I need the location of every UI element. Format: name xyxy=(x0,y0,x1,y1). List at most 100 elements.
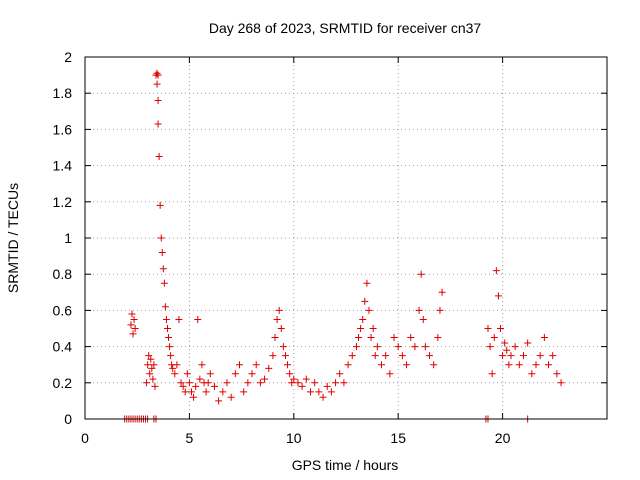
data-point xyxy=(359,315,367,323)
data-point xyxy=(171,370,179,378)
data-point xyxy=(177,379,185,387)
data-point xyxy=(130,315,138,323)
data-point xyxy=(143,379,151,387)
data-point xyxy=(355,334,363,342)
data-point xyxy=(519,352,527,360)
data-point xyxy=(196,375,204,383)
data-point xyxy=(210,382,218,390)
data-point xyxy=(179,382,187,390)
x-tick-label: 20 xyxy=(495,430,511,446)
data-point xyxy=(281,352,289,360)
data-point xyxy=(206,370,214,378)
data-point xyxy=(323,382,331,390)
data-point xyxy=(290,375,298,383)
data-point xyxy=(240,388,248,396)
data-point xyxy=(288,379,296,387)
data-point xyxy=(167,352,175,360)
data-point xyxy=(511,343,519,351)
y-tick-labels: 0 0.2 0.4 0.6 0.8 1 1.2 1.4 1.6 1.8 2 xyxy=(53,49,73,427)
data-point xyxy=(145,352,153,360)
y-tick-label: 1 xyxy=(64,230,72,246)
data-point xyxy=(129,330,137,338)
y-tick-label: 1.6 xyxy=(53,121,73,137)
data-point xyxy=(175,315,183,323)
data-point xyxy=(403,361,411,369)
data-point xyxy=(307,388,315,396)
data-point xyxy=(417,270,425,278)
data-point xyxy=(219,388,227,396)
data-point xyxy=(231,370,239,378)
data-point xyxy=(503,346,511,354)
data-point xyxy=(194,315,202,323)
data-point xyxy=(244,379,252,387)
data-point xyxy=(192,382,200,390)
data-point xyxy=(357,325,365,332)
data-point xyxy=(227,393,235,401)
data-point xyxy=(148,364,156,372)
axis-ticks xyxy=(84,56,607,420)
data-point xyxy=(183,370,191,378)
data-point xyxy=(185,379,193,387)
data-point xyxy=(390,334,398,342)
data-point xyxy=(515,361,523,369)
data-point xyxy=(298,382,306,390)
y-tick-label: 0.2 xyxy=(53,375,73,391)
data-point xyxy=(173,361,181,369)
data-point xyxy=(131,325,139,332)
data-point xyxy=(181,388,189,396)
y-tick-label: 0.4 xyxy=(53,339,73,355)
y-tick-label: 1.4 xyxy=(53,158,73,174)
data-point xyxy=(532,361,540,369)
data-point xyxy=(128,310,136,318)
data-point xyxy=(154,71,162,79)
data-point xyxy=(528,370,536,378)
data-point xyxy=(223,379,231,387)
data-point xyxy=(421,343,429,351)
data-point xyxy=(204,379,212,387)
data-point xyxy=(373,343,381,351)
data-point xyxy=(557,379,565,387)
data-point xyxy=(198,361,206,369)
y-tick-label: 0.8 xyxy=(53,266,73,282)
data-point xyxy=(494,292,502,300)
data-point xyxy=(153,80,161,88)
data-point xyxy=(155,153,163,161)
data-point xyxy=(150,361,158,369)
data-point xyxy=(273,315,281,323)
data-point xyxy=(419,315,427,323)
data-point xyxy=(394,343,402,351)
data-point xyxy=(158,248,166,256)
data-point xyxy=(497,325,505,332)
data-point xyxy=(165,334,173,342)
data-point xyxy=(434,334,442,342)
data-point xyxy=(344,361,352,369)
data-point xyxy=(484,325,492,332)
data-point xyxy=(367,334,375,342)
data-point xyxy=(371,352,379,360)
data-point xyxy=(169,364,177,372)
data-point xyxy=(156,201,164,209)
y-tick-label: 1.2 xyxy=(53,194,73,210)
data-point xyxy=(261,375,269,383)
y-axis-label: SRMTID / TECUs xyxy=(5,183,21,293)
data-point xyxy=(315,388,323,396)
data-point xyxy=(159,265,167,273)
data-point xyxy=(524,339,532,347)
data-point xyxy=(252,361,260,369)
data-point xyxy=(536,352,544,360)
data-point xyxy=(398,352,406,360)
data-point xyxy=(332,379,340,387)
data-point xyxy=(154,120,162,128)
data-point xyxy=(271,334,279,342)
data-point xyxy=(202,388,210,396)
x-tick-label: 10 xyxy=(286,430,302,446)
grid-lines xyxy=(85,57,607,419)
data-point xyxy=(490,334,498,342)
data-point xyxy=(163,325,171,332)
data-point xyxy=(436,306,444,314)
data-point xyxy=(361,297,369,305)
data-point xyxy=(549,352,557,360)
data-point xyxy=(161,303,169,311)
data-point xyxy=(340,379,348,387)
